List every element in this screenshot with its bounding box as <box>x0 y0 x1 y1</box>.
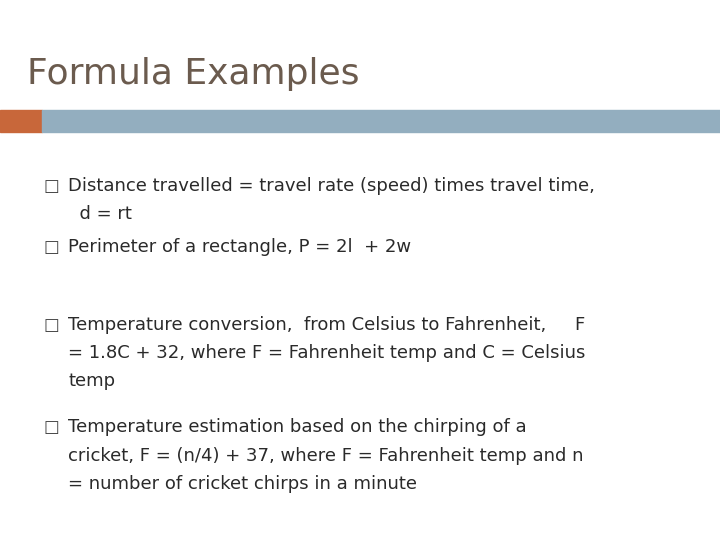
Text: □: □ <box>43 316 59 334</box>
Bar <box>0 110 42 132</box>
Text: □: □ <box>43 418 59 436</box>
Text: = 1.8C + 32, where F = Fahrenheit temp and C = Celsius: = 1.8C + 32, where F = Fahrenheit temp a… <box>68 344 586 362</box>
Text: Perimeter of a rectangle, P = 2l  + 2w: Perimeter of a rectangle, P = 2l + 2w <box>68 238 412 255</box>
Text: d = rt: d = rt <box>68 205 132 223</box>
Text: □: □ <box>43 238 59 255</box>
Text: □: □ <box>43 177 59 195</box>
Text: cricket, F = (n/4) + 37, where F = Fahrenheit temp and n: cricket, F = (n/4) + 37, where F = Fahre… <box>68 447 584 464</box>
Text: Temperature conversion,  from Celsius to Fahrenheit,     F: Temperature conversion, from Celsius to … <box>68 316 585 334</box>
Text: Temperature estimation based on the chirping of a: Temperature estimation based on the chir… <box>68 418 527 436</box>
Text: temp: temp <box>68 372 115 390</box>
Text: Distance travelled = travel rate (speed) times travel time,: Distance travelled = travel rate (speed)… <box>68 177 595 195</box>
Text: Formula Examples: Formula Examples <box>27 57 360 91</box>
Text: = number of cricket chirps in a minute: = number of cricket chirps in a minute <box>68 475 418 492</box>
Bar <box>42 110 720 132</box>
